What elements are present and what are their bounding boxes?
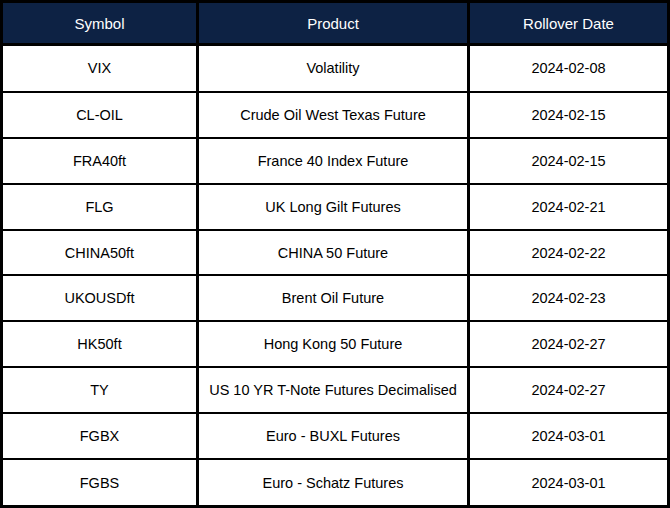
cell-product: Brent Oil Future <box>198 275 469 321</box>
table-row: CHINA50ft CHINA 50 Future 2024-02-22 <box>2 230 669 276</box>
cell-product: Hong Kong 50 Future <box>198 321 469 367</box>
cell-rollover-date: 2024-03-01 <box>469 413 669 459</box>
cell-rollover-date: 2024-03-01 <box>469 459 669 506</box>
cell-symbol: FRA40ft <box>2 138 198 184</box>
cell-rollover-date: 2024-02-23 <box>469 275 669 321</box>
cell-rollover-date: 2024-02-21 <box>469 184 669 230</box>
table-row: UKOUSDft Brent Oil Future 2024-02-23 <box>2 275 669 321</box>
cell-product: Crude Oil West Texas Future <box>198 92 469 138</box>
column-header-symbol: Symbol <box>2 2 198 45</box>
cell-rollover-date: 2024-02-22 <box>469 230 669 276</box>
cell-symbol: TY <box>2 367 198 413</box>
cell-symbol: CHINA50ft <box>2 230 198 276</box>
cell-product: CHINA 50 Future <box>198 230 469 276</box>
cell-product: Euro - Schatz Futures <box>198 459 469 506</box>
cell-symbol: FGBS <box>2 459 198 506</box>
cell-product: Volatility <box>198 45 469 92</box>
cell-symbol: UKOUSDft <box>2 275 198 321</box>
cell-product: US 10 YR T-Note Futures Decimalised <box>198 367 469 413</box>
cell-product: France 40 Index Future <box>198 138 469 184</box>
table-row: FLG UK Long Gilt Futures 2024-02-21 <box>2 184 669 230</box>
cell-rollover-date: 2024-02-15 <box>469 92 669 138</box>
cell-product: Euro - BUXL Futures <box>198 413 469 459</box>
table-header: Symbol Product Rollover Date <box>2 2 669 45</box>
table-row: FGBX Euro - BUXL Futures 2024-03-01 <box>2 413 669 459</box>
table-row: TY US 10 YR T-Note Futures Decimalised 2… <box>2 367 669 413</box>
cell-rollover-date: 2024-02-08 <box>469 45 669 92</box>
header-row: Symbol Product Rollover Date <box>2 2 669 45</box>
cell-rollover-date: 2024-02-27 <box>469 367 669 413</box>
cell-symbol: CL-OIL <box>2 92 198 138</box>
column-header-rollover-date: Rollover Date <box>469 2 669 45</box>
table-row: CL-OIL Crude Oil West Texas Future 2024-… <box>2 92 669 138</box>
cell-symbol: HK50ft <box>2 321 198 367</box>
table-row: FGBS Euro - Schatz Futures 2024-03-01 <box>2 459 669 506</box>
column-header-product: Product <box>198 2 469 45</box>
cell-rollover-date: 2024-02-27 <box>469 321 669 367</box>
cell-rollover-date: 2024-02-15 <box>469 138 669 184</box>
cell-symbol: FLG <box>2 184 198 230</box>
cell-symbol: VIX <box>2 45 198 92</box>
table-body: VIX Volatility 2024-02-08 CL-OIL Crude O… <box>2 45 669 507</box>
table-row: VIX Volatility 2024-02-08 <box>2 45 669 92</box>
rollover-table: Symbol Product Rollover Date VIX Volatil… <box>0 0 670 508</box>
cell-symbol: FGBX <box>2 413 198 459</box>
table-row: FRA40ft France 40 Index Future 2024-02-1… <box>2 138 669 184</box>
cell-product: UK Long Gilt Futures <box>198 184 469 230</box>
table-row: HK50ft Hong Kong 50 Future 2024-02-27 <box>2 321 669 367</box>
